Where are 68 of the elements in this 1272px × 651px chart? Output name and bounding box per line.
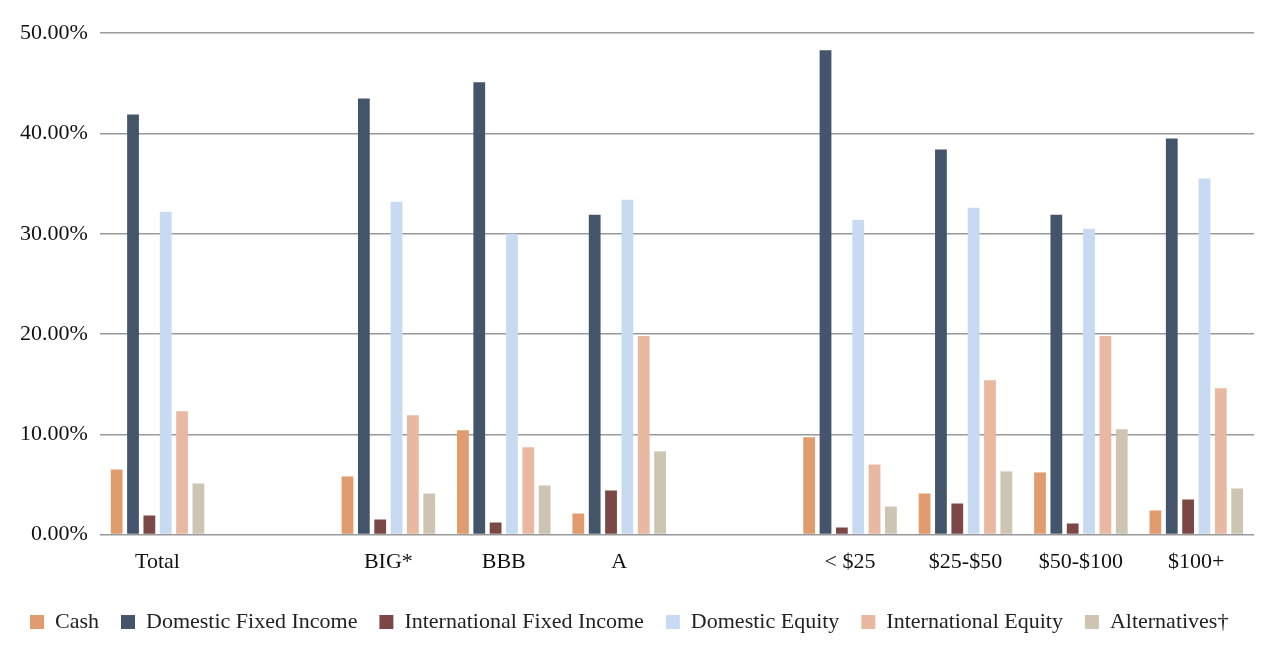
bar (1034, 472, 1046, 534)
bar (835, 527, 848, 534)
bar (1000, 471, 1013, 534)
x-tick-label: BBB (481, 547, 526, 573)
y-tick-label: 40.00% (20, 119, 88, 145)
bar (423, 493, 436, 534)
legend-label: Cash (55, 607, 99, 633)
bar (951, 503, 964, 534)
bar (803, 437, 816, 534)
bar (654, 451, 666, 534)
y-tick-label: 50.00% (20, 18, 88, 44)
bar (1165, 138, 1178, 534)
bar (143, 515, 156, 534)
y-tick-label: 0.00% (31, 520, 88, 546)
bar (457, 430, 469, 534)
legend-label: Domestic Fixed Income (146, 607, 358, 633)
bar (159, 211, 172, 534)
bar (868, 464, 881, 534)
x-tick-label: $50-$100 (1038, 547, 1124, 573)
bar (357, 98, 370, 534)
x-tick-label: $100+ (1168, 547, 1225, 573)
bar (819, 50, 832, 534)
bar (110, 469, 123, 534)
y-tick-label: 10.00% (20, 420, 88, 446)
x-tick-label: < $25 (824, 547, 876, 573)
bar (1066, 523, 1079, 534)
x-tick-label: A (611, 547, 628, 573)
bar (341, 476, 354, 534)
bar (374, 519, 387, 534)
legend-label: International Fixed Income (404, 607, 644, 633)
bar (1050, 214, 1063, 534)
legend-label: Domestic Equity (690, 607, 840, 633)
bar (967, 207, 980, 534)
bar (1231, 488, 1244, 534)
bar (637, 336, 650, 534)
bar (1182, 499, 1194, 534)
bar (127, 114, 139, 534)
bar (538, 485, 551, 534)
bar (1149, 510, 1162, 534)
bar (1115, 429, 1128, 534)
bar (621, 199, 634, 534)
y-tick-label: 30.00% (20, 219, 88, 245)
bar (176, 411, 188, 534)
y-tick-label: 20.00% (20, 319, 88, 345)
bar (522, 447, 535, 534)
bar (1198, 178, 1211, 534)
bar (192, 483, 205, 534)
bar (1083, 228, 1095, 534)
bar (506, 233, 518, 534)
x-tick-label: BIG* (363, 547, 413, 573)
bar (1214, 388, 1227, 534)
x-tick-label: Total (135, 547, 180, 573)
bar (407, 415, 419, 534)
x-tick-label: $25-$50 (928, 547, 1003, 573)
bar (852, 219, 865, 534)
bar (918, 493, 931, 534)
bar (572, 513, 585, 534)
bar (885, 506, 897, 534)
bar (984, 380, 996, 534)
bar (1099, 336, 1112, 534)
bar (489, 522, 502, 534)
bar (390, 201, 403, 534)
bar (605, 490, 617, 534)
bar (935, 149, 947, 534)
legend-label: Alternatives† (1109, 607, 1229, 633)
legend-label: International Equity (886, 607, 1063, 633)
bar (473, 82, 486, 534)
bar (588, 214, 601, 534)
